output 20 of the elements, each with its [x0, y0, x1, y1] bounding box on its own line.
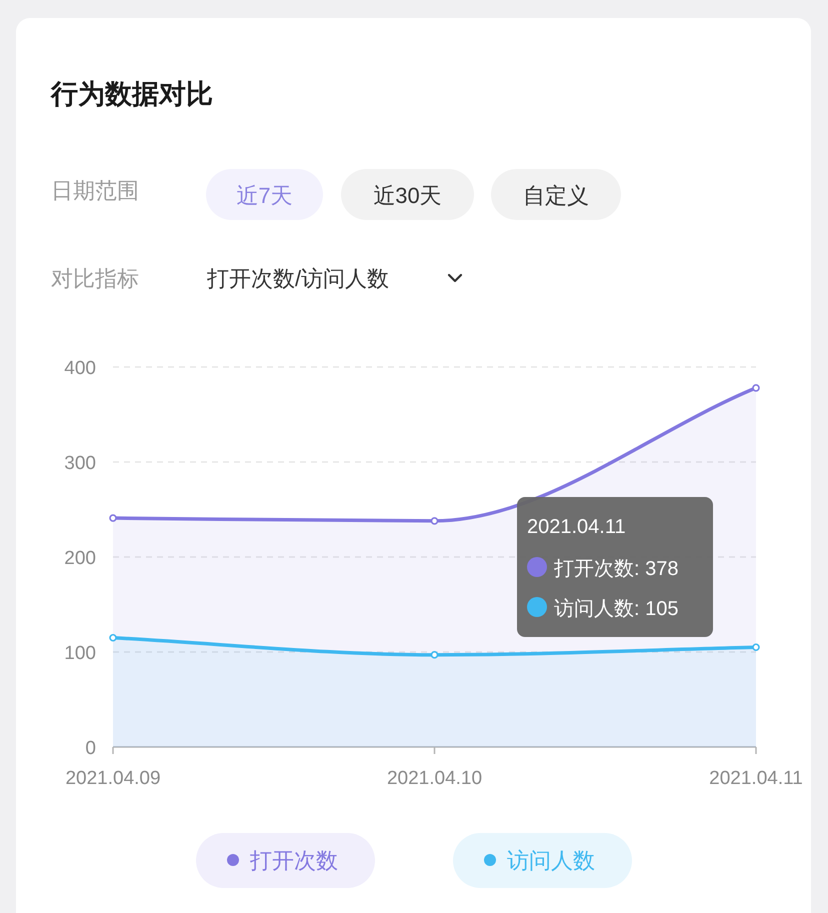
- x-tick-label: 2021.04.09: [65, 768, 161, 789]
- text: 打开次数/访问人数: [206, 266, 390, 291]
- text: 日期范围: [51, 178, 139, 203]
- text: 自定义: [523, 183, 589, 208]
- x-tick-label: 2021.04.10: [386, 768, 482, 789]
- y-tick-label: 400: [64, 358, 96, 379]
- y-tick-label: 200: [64, 548, 96, 569]
- y-tick-label: 0: [85, 738, 96, 759]
- text: 近30天: [373, 183, 442, 208]
- text: 近7天: [236, 183, 293, 208]
- chart-title: 行为数据对比: [50, 79, 213, 109]
- annotation: 打开次数: 378: [553, 558, 678, 580]
- y-tick-label: 300: [64, 453, 96, 474]
- legend-label: 访问人数: [507, 848, 595, 873]
- annotation: 访问人数: 105: [554, 598, 678, 620]
- annotation: 2021.04.11: [527, 516, 626, 538]
- x-tick-label: 2021.04.11: [709, 768, 803, 789]
- y-tick-label: 100: [64, 643, 96, 664]
- text: 对比指标: [51, 266, 139, 291]
- legend-label: 打开次数: [249, 848, 338, 873]
